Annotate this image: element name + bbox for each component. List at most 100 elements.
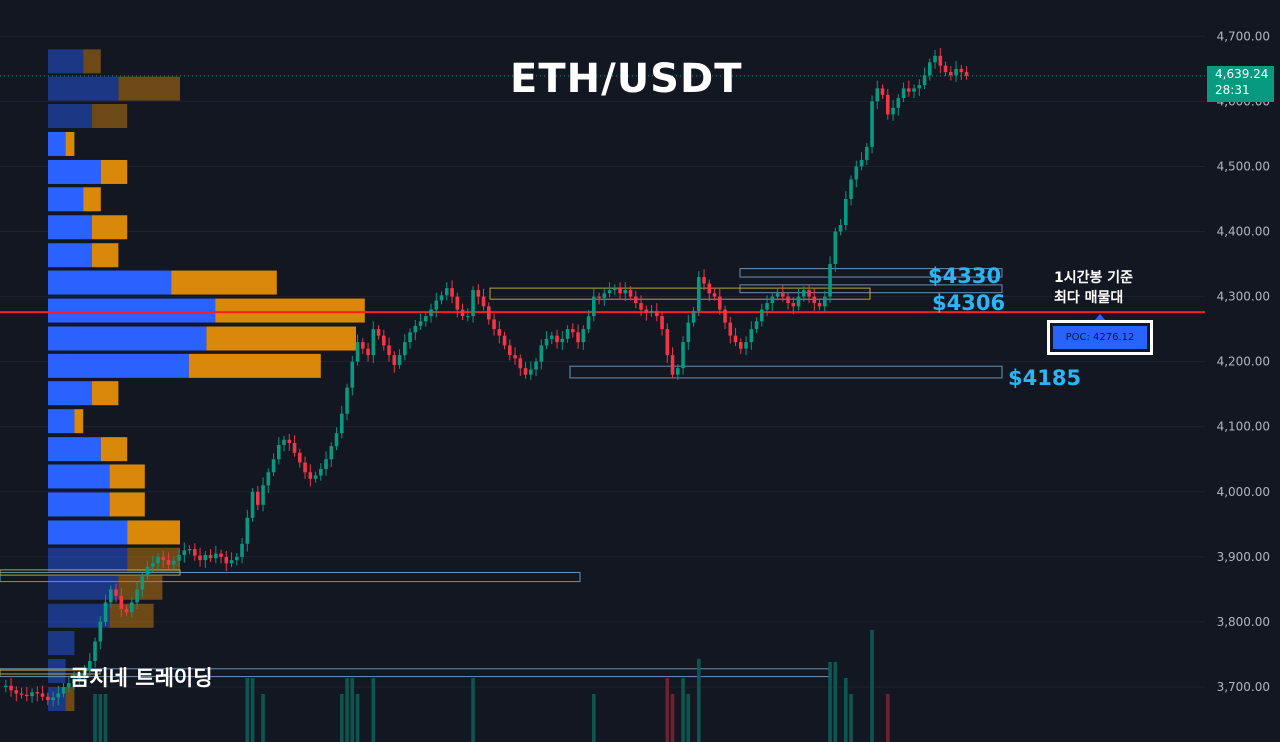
volume-bar — [245, 678, 250, 742]
zone-3870 — [0, 571, 581, 583]
candle-body — [634, 296, 638, 304]
candle-body — [513, 355, 517, 359]
candle-body — [266, 472, 271, 486]
candle-body — [770, 296, 775, 304]
candle-body — [240, 543, 244, 557]
candle-body — [922, 75, 927, 86]
candle-body — [560, 338, 565, 343]
candle-body — [229, 560, 234, 564]
vp-sell-bar — [65, 687, 75, 712]
candle-body — [665, 329, 670, 356]
candle-body — [445, 288, 449, 296]
candle-body — [109, 589, 113, 603]
vp-buy-bar — [48, 326, 207, 351]
candle-body — [550, 335, 554, 339]
candle-body — [623, 290, 628, 294]
volume-bar — [670, 694, 675, 742]
candle-body — [707, 283, 712, 294]
candle-body — [739, 342, 743, 349]
zone-yellow — [489, 287, 871, 300]
vp-sell-bar — [109, 464, 145, 489]
vp-buy-bar — [48, 409, 75, 434]
candle-body — [586, 316, 591, 330]
candle-body — [660, 316, 664, 330]
candle-body — [303, 462, 307, 473]
candle-body — [607, 290, 612, 294]
candle-body — [361, 342, 365, 349]
candle-body — [439, 295, 444, 301]
vp-sell-bar — [92, 215, 128, 240]
vp-sell-bar — [118, 575, 163, 600]
candle-body — [35, 692, 40, 694]
candle-body — [649, 310, 654, 313]
candle-body — [455, 296, 460, 310]
candle-body — [77, 675, 82, 680]
candle-body — [56, 693, 61, 698]
candle-body — [130, 602, 134, 613]
level-label-4185: $4185 — [1008, 366, 1082, 390]
candle-body — [844, 198, 848, 226]
candle-body — [823, 296, 827, 307]
vp-buy-bar — [48, 49, 84, 74]
candle-body — [203, 554, 208, 561]
candle-body — [103, 602, 108, 622]
candle-body — [907, 88, 911, 92]
candle-body — [481, 296, 486, 307]
candle-body — [796, 296, 801, 307]
candle-body — [833, 231, 838, 265]
candle-body — [733, 335, 738, 343]
vp-sell-bar — [100, 159, 128, 184]
candle-body — [618, 288, 622, 294]
candle-body — [912, 88, 916, 92]
vp-buy-bar — [48, 437, 101, 462]
volume-bar — [355, 694, 360, 742]
vp-buy-bar — [48, 575, 119, 600]
vp-buy-bar — [48, 103, 92, 128]
candle-body — [870, 101, 874, 147]
candle-body — [145, 566, 150, 577]
candle-body — [434, 300, 439, 310]
candle-body — [40, 693, 45, 697]
candle-body — [19, 693, 24, 695]
vp-sell-bar — [127, 520, 180, 545]
candle-body — [875, 88, 880, 102]
candle-body — [812, 296, 817, 304]
candle-body — [403, 342, 407, 356]
level-label-4306: $4306 — [932, 291, 1006, 315]
candle-body — [565, 329, 570, 339]
vp-sell-bar — [109, 492, 145, 517]
candle-body — [544, 338, 549, 346]
candle-body — [429, 309, 433, 317]
zone-4185 — [569, 365, 1003, 379]
candle-body — [497, 329, 502, 336]
candle-body — [334, 433, 339, 447]
candle-body — [245, 517, 250, 544]
candle-body — [219, 553, 223, 557]
candle-body — [319, 469, 323, 476]
vp-buy-bar — [48, 631, 75, 656]
y-tick-label: 4,700.00 — [1217, 29, 1270, 43]
vp-buy-bar — [48, 243, 92, 268]
candle-body — [754, 321, 759, 330]
volume-bar — [686, 694, 691, 742]
candle-body — [392, 355, 397, 365]
candle-body — [592, 296, 596, 317]
candle-body — [277, 444, 281, 460]
candle-body — [728, 322, 733, 336]
candle-body — [928, 62, 932, 76]
candle-body — [943, 65, 948, 73]
poc-pointer — [1094, 314, 1106, 321]
candle-body — [292, 442, 297, 453]
candle-body — [523, 368, 528, 375]
volume-bar — [103, 694, 108, 742]
vp-sell-bar — [83, 49, 101, 74]
candle-countdown: 28:31 — [1215, 83, 1250, 97]
candle-body — [917, 85, 922, 89]
candle-body — [156, 556, 160, 564]
candle-body — [718, 296, 722, 310]
y-tick-label: 3,800.00 — [1217, 615, 1270, 629]
vp-sell-bar — [92, 103, 128, 128]
vp-buy-bar — [48, 187, 84, 212]
candle-body — [949, 72, 953, 76]
candle-body — [340, 413, 344, 434]
